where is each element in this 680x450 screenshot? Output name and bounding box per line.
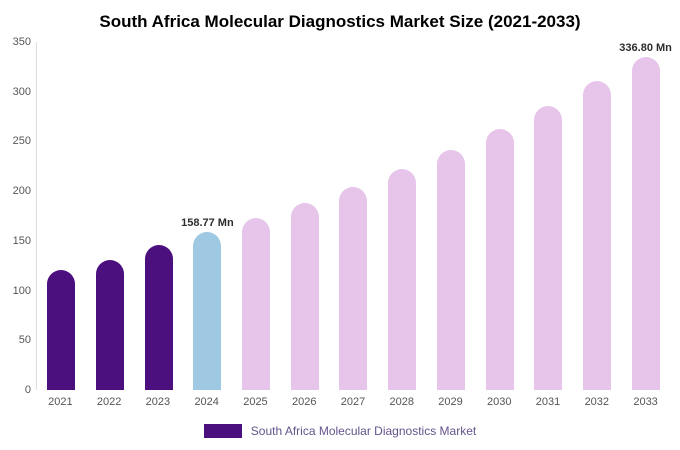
bar-2022[interactable] (96, 259, 125, 390)
bar-column-2024: 158.77 Mn (181, 42, 234, 390)
bar-column-2031 (524, 42, 573, 390)
legend-label: South Africa Molecular Diagnostics Marke… (250, 424, 477, 438)
bar-2025[interactable] (242, 218, 271, 390)
x-tick-label-2023: 2023 (145, 396, 171, 408)
x-tick-label-2030: 2030 (487, 396, 512, 408)
y-axis: 0 50 100 150 200 250 300 350 (6, 36, 36, 396)
y-tick-label: 300 (12, 85, 31, 98)
x-tick-label-2024: 2024 (194, 396, 219, 408)
x-tick-label-2025: 2025 (243, 396, 268, 408)
bar-2031[interactable] (534, 106, 563, 390)
bar-column-2023 (134, 42, 183, 390)
bar-2032[interactable] (582, 81, 611, 390)
bar-2021[interactable] (47, 270, 76, 390)
bar-2026[interactable] (290, 203, 319, 390)
x-tick-label-2032: 2032 (584, 396, 610, 408)
x-tick-label-2031: 2031 (535, 396, 561, 408)
x-tick-label-2026: 2026 (291, 396, 317, 408)
bar-2028[interactable] (388, 169, 417, 390)
x-tick-label-2033: 2033 (633, 396, 658, 408)
bar-2023[interactable] (144, 245, 173, 390)
bar-column-2028 (378, 42, 427, 390)
y-tick-label: 200 (12, 185, 31, 198)
bar-value-label-2033: 336.80 Mn (619, 42, 672, 54)
bar-column-2022 (86, 42, 135, 390)
y-tick-label: 50 (18, 334, 31, 347)
bar-value-label-2024: 158.77 Mn (181, 217, 234, 230)
plot-area: 158.77 Mn 336.80 Mn (36, 42, 672, 390)
y-tick-label: 150 (12, 234, 31, 247)
chart-area: 0 50 100 150 200 250 300 350 158.77 Mn 336.80 Mn (6, 36, 672, 396)
x-axis: 2021 2022 2023 2024 2025 2026 2027 2028 2029 2030… (36, 396, 670, 408)
bar-column-2025 (232, 42, 281, 390)
bar-2024[interactable] (193, 232, 222, 390)
x-tick-label-2027: 2027 (340, 396, 366, 408)
bar-column-2033: 336.80 Mn (619, 42, 672, 390)
y-tick-label: 100 (12, 284, 31, 297)
bar-2033[interactable] (631, 57, 660, 390)
legend-swatch (203, 424, 242, 438)
bar-2030[interactable] (485, 128, 514, 390)
legend: South Africa Molecular Diagnostics Marke… (0, 424, 680, 438)
y-tick-label: 250 (12, 135, 31, 148)
x-tick-label-2029: 2029 (438, 396, 463, 408)
bar-column-2030 (475, 42, 524, 390)
y-tick-label: 0 (24, 384, 31, 396)
y-tick-label: 350 (12, 36, 31, 48)
bar-column-2026 (280, 42, 329, 390)
chart-title: South Africa Molecular Diagnostics Marke… (99, 12, 581, 31)
bar-column-2027 (329, 42, 378, 390)
bar-2029[interactable] (436, 149, 465, 390)
bar-column-2021 (37, 42, 86, 390)
bar-2027[interactable] (339, 186, 368, 390)
bar-column-2029 (427, 42, 476, 390)
x-tick-label-2021: 2021 (48, 396, 73, 408)
x-tick-label-2028: 2028 (389, 396, 414, 408)
bar-column-2032 (573, 42, 622, 390)
x-tick-label-2022: 2022 (96, 396, 122, 408)
